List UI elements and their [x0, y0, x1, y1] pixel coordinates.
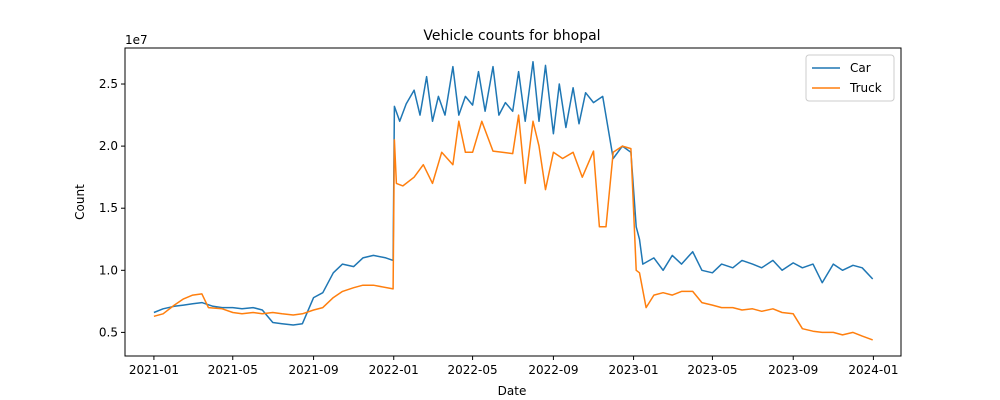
- x-tick-label: 2022-05: [448, 363, 498, 377]
- y-tick-label: 1.0: [99, 263, 118, 277]
- x-tick-label: 2023-01: [609, 363, 659, 377]
- x-axis-label: Date: [498, 384, 527, 398]
- y-tick-label: 1.5: [99, 201, 118, 215]
- plot-frame: [124, 47, 902, 357]
- x-tick-label: 2023-05: [687, 363, 737, 377]
- legend-box: [805, 54, 895, 102]
- legend: Car Truck: [805, 54, 895, 102]
- x-tick-label: 2021-09: [289, 363, 339, 377]
- x-tick-label: 2021-01: [129, 363, 179, 377]
- y-tick-label: 2.5: [99, 77, 118, 91]
- legend-label-car: Car: [850, 61, 871, 75]
- plot-area: [153, 60, 874, 341]
- x-tick-label: 2022-09: [528, 363, 578, 377]
- x-tick-label: 2024-01: [848, 363, 898, 377]
- y-axis-label: Count: [73, 184, 87, 220]
- x-tick-label: 2023-09: [768, 363, 818, 377]
- legend-label-truck: Truck: [849, 81, 882, 95]
- y-axis: 0.5 1.0 1.5 2.0 2.5: [99, 77, 125, 339]
- y-tick-label: 0.5: [99, 325, 118, 339]
- series-line-car: [153, 60, 874, 326]
- x-tick-label: 2022-01: [369, 363, 419, 377]
- y-scale-label: 1e7: [125, 33, 148, 47]
- x-tick-label: 2021-05: [208, 363, 258, 377]
- y-tick-label: 2.0: [99, 139, 118, 153]
- chart-title: Vehicle counts for bhopal: [423, 28, 600, 44]
- x-axis: 2021-01 2021-05 2021-09 2022-01 2022-05 2022-…: [129, 356, 898, 377]
- series-line-truck: [153, 114, 873, 341]
